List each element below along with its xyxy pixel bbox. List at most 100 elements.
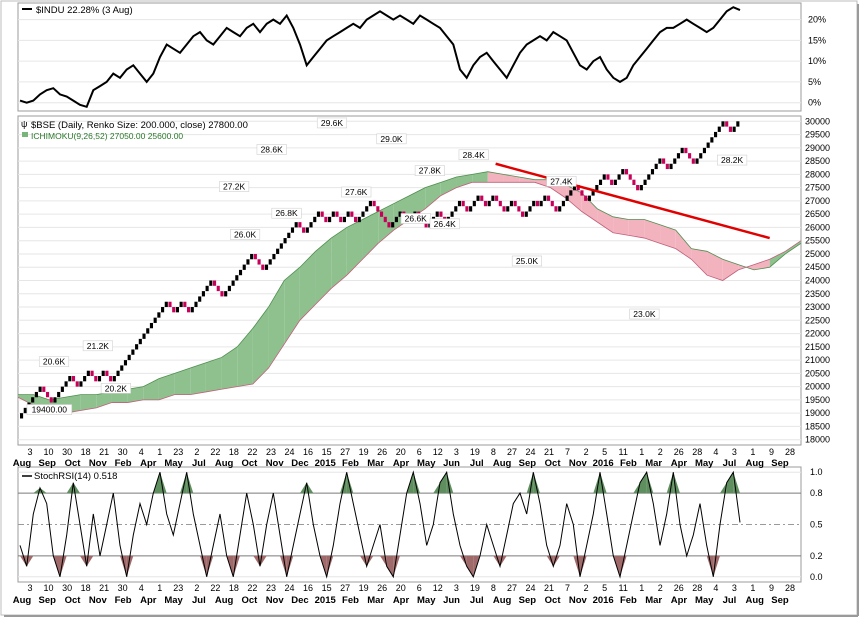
price-axis-day-label: 21 — [99, 447, 109, 457]
renko-brick-up — [242, 264, 246, 270]
renko-brick-up — [23, 407, 27, 414]
renko-brick-up — [361, 211, 365, 217]
rsi-axis-day-label: 10 — [44, 583, 54, 593]
renko-brick-up — [86, 370, 90, 377]
renko-brick-up — [57, 391, 61, 398]
rsi-overbought-fill — [160, 472, 167, 494]
renko-brick-down — [257, 259, 261, 265]
renko-brick-up — [699, 153, 703, 159]
renko-brick-down — [547, 195, 551, 201]
rsi-axis-day-label: 2 — [194, 583, 199, 593]
price-axis-day-label: 22 — [247, 447, 257, 457]
ichimoku-cloud-segment — [660, 224, 676, 249]
rsi-oversold-fill — [366, 555, 374, 567]
renko-brick-up — [539, 200, 543, 207]
rsi-overbought-fill — [593, 472, 600, 494]
renko-brick-down — [380, 211, 384, 217]
renko-brick-down — [383, 216, 387, 223]
data-label-box — [256, 144, 287, 155]
price-axis-month-label: Oct — [545, 458, 562, 469]
price-axis-month-label: Jul — [470, 458, 484, 469]
price-axis-day-label: 24 — [285, 447, 295, 457]
renko-brick-down — [261, 264, 265, 270]
renko-brick-down — [521, 211, 525, 217]
renko-brick-down — [376, 206, 380, 212]
renko-brick-up — [342, 216, 346, 223]
data-label: 28.6K — [261, 144, 284, 154]
rsi-oversold-fill — [620, 555, 627, 577]
rsi-axis-day-label: 21 — [544, 583, 554, 593]
renko-brick-down — [513, 200, 517, 207]
rsi-axis-day-label: 3 — [454, 583, 459, 593]
rsi-overbought-fill — [33, 487, 40, 494]
renko-brick-up — [328, 216, 332, 223]
rsi-axis-month-label: Aug — [13, 595, 32, 606]
price-axis-day-label: 18 — [229, 447, 239, 457]
rsi-oversold-fill — [326, 555, 334, 577]
price-axis-day-label: 18 — [81, 447, 91, 457]
rsi-oversold-fill — [233, 555, 240, 577]
ichimoku-cloud-segment — [675, 230, 692, 260]
renko-brick-up — [598, 179, 603, 185]
stochrsi-line — [19, 470, 741, 579]
renko-brick-up — [476, 195, 480, 201]
rsi-axis-day-label: 7 — [565, 583, 570, 593]
renko-brick-up — [346, 211, 350, 217]
rsi-axis-month-label: Aug — [745, 595, 764, 606]
ichimoku-cloud-segment — [456, 174, 473, 188]
price-ytick-label: 29000 — [805, 143, 830, 153]
rsi-axis-month-label: Aug — [493, 595, 512, 606]
price-axis-day-label: 19 — [359, 447, 369, 457]
rsi-axis-day-label: 11 — [618, 583, 627, 593]
renko-brick-up — [31, 397, 35, 403]
renko-brick-down — [253, 253, 257, 260]
rsi-axis-month-label: Oct — [65, 595, 82, 606]
renko-brick-up — [309, 222, 313, 228]
rsi-axis-day-label: 1 — [639, 583, 644, 593]
price-ytick-label: 27500 — [805, 183, 830, 193]
renko-brick-up — [654, 163, 658, 170]
renko-brick-up — [528, 206, 532, 212]
renko-brick-up — [294, 222, 298, 228]
ichimoku-cloud-segment — [707, 251, 723, 281]
rsi-axis-day-label: 21 — [99, 583, 109, 593]
data-label-box — [546, 175, 577, 187]
data-label: 27.8K — [419, 166, 442, 176]
rsi-overbought-fill — [346, 472, 354, 494]
renko-brick-up — [491, 195, 495, 201]
price-axis-day-label: 26 — [377, 447, 387, 457]
price-axis-day-label: 28 — [785, 447, 795, 457]
price-axis-month-label: Sep — [519, 458, 537, 469]
price-axis-day-label: 19 — [470, 447, 480, 457]
renko-brick-up — [283, 238, 287, 244]
price-axis-day-label: 15 — [322, 447, 332, 457]
renko-brick-down — [580, 190, 584, 196]
price-ytick-label: 30000 — [805, 116, 830, 126]
price-axis-day-label: 6 — [417, 447, 422, 457]
renko-brick-up — [509, 200, 514, 207]
price-axis-day-label: 7 — [565, 447, 570, 457]
renko-brick-up — [331, 211, 335, 217]
ichimoku-cloud-segment — [503, 174, 520, 183]
renko-brick-up — [131, 349, 135, 355]
rsi-axis-month-label: Sep — [771, 595, 789, 606]
price-axis-month-label: Aug — [493, 458, 512, 469]
renko-brick-down — [387, 222, 391, 228]
rsi-axis-day-label: 30 — [62, 583, 72, 593]
renko-brick-up — [617, 174, 621, 180]
ichimoku-cloud-segment — [597, 208, 614, 233]
renko-brick-up — [454, 206, 458, 212]
price-ytick-label: 24000 — [805, 276, 830, 286]
renko-brick-up — [146, 328, 150, 334]
top-ytick-label: 20% — [808, 15, 826, 25]
renko-brick-up — [79, 381, 83, 387]
rsi-overbought-fill — [446, 472, 454, 494]
price-ytick-label: 19500 — [805, 395, 830, 405]
data-label-box — [629, 308, 660, 320]
price-legend: $BSE (Daily, Renko Size: 200.000, close)… — [31, 120, 248, 131]
ichimoku-cloud-segment — [644, 219, 661, 244]
renko-brick-up — [569, 190, 573, 196]
renko-brick-up — [112, 376, 116, 382]
price-ytick-label: 20500 — [805, 368, 830, 378]
renko-brick-down — [424, 222, 428, 228]
